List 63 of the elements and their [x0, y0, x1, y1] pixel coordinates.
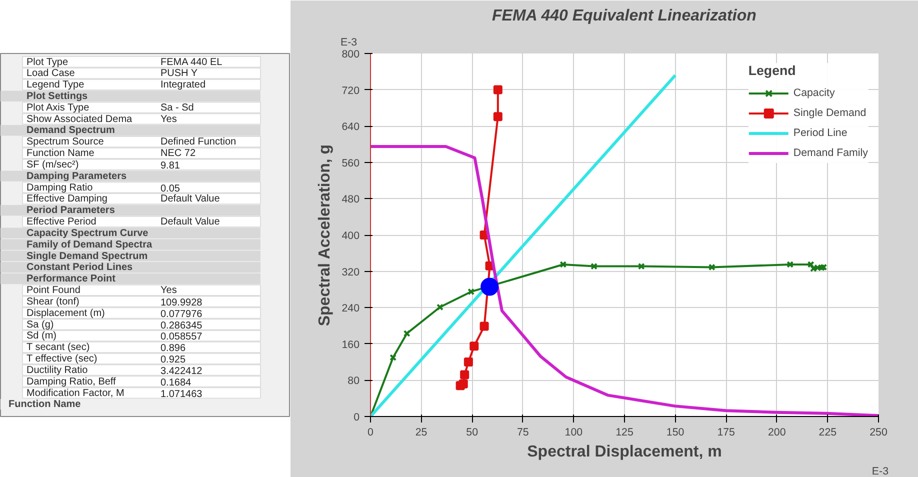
x-tick-label: 0 — [368, 426, 374, 438]
x-tick-label: 150 — [666, 426, 684, 438]
text: Period Parameters — [26, 205, 116, 216]
text: Point Found Yes — [26, 285, 177, 296]
text: Plot Type FEMA 440 EL — [26, 56, 222, 68]
text: Sd (m) 0.058557 — [26, 330, 202, 343]
legend-title: Legend — [748, 63, 797, 78]
y-tick-label: 160 — [342, 338, 360, 351]
text: Family of Demand Spectra — [26, 239, 153, 250]
text: Effective Period Default Value — [26, 216, 220, 228]
text: T secant (sec) 0.896 — [26, 342, 186, 354]
text: Damping Ratio 0.05 — [26, 182, 180, 194]
text: E-3 — [872, 466, 889, 477]
y-tick-label: 0 — [354, 412, 360, 424]
x-tick-label: 50 — [466, 426, 478, 438]
text: Plot Axis Type Sa - Sd — [26, 102, 194, 114]
y-tick-label: 240 — [342, 302, 360, 315]
text: Modification Factor, M 1.071463 — [26, 388, 202, 400]
x-tick-label: 175 — [717, 426, 736, 438]
y-tick-label: 800 — [342, 48, 360, 60]
y-tick-label: 480 — [342, 194, 360, 206]
y-axis-title: Spectral Acceleration, g — [316, 144, 334, 326]
text: Demand Spectrum — [26, 125, 115, 136]
legend-label: Demand Family — [793, 147, 868, 159]
legend-label: Period Line — [793, 127, 848, 139]
text: Sa (g) 0.286345 — [26, 319, 202, 332]
y-tick-label: 80 — [348, 375, 360, 388]
y-tick-label: 320 — [342, 266, 360, 278]
chart-title: FEMA 440 Equivalent Linearization — [492, 8, 757, 24]
x-tick-label: 125 — [616, 426, 634, 438]
text: Ductility Ratio 3.422412 — [26, 364, 202, 377]
text: SF (m/sec²) 9.81 — [26, 159, 180, 172]
text: Effective Damping Default Value — [26, 194, 220, 205]
y-tick-label: 720 — [342, 84, 360, 97]
legend-label: Capacity — [793, 87, 835, 99]
text: Shear (tonf) 109.9928 — [26, 296, 202, 308]
y-tick-label: 400 — [342, 230, 360, 242]
text: Performance Point — [26, 274, 116, 285]
text: Capacity Spectrum Curve — [26, 228, 149, 239]
legend-label: Single Demand — [793, 107, 866, 119]
text: Function Name NEC 72 — [26, 148, 196, 160]
y-tick-label: 560 — [342, 157, 360, 170]
x-tick-label: 100 — [564, 426, 583, 438]
x-tick-label: 75 — [516, 426, 529, 438]
text: Spectrum Source Defined Function — [26, 136, 236, 148]
x-tick-label: 225 — [818, 426, 837, 438]
x-tick-label: 25 — [415, 426, 428, 438]
text: Plot Settings — [26, 90, 88, 102]
text: Load Case PUSH Y — [26, 68, 198, 80]
x-axis-title: Spectral Displacement, m — [527, 444, 722, 460]
text: Function Name — [8, 399, 82, 410]
text: Displacement (m) 0.077976 — [26, 308, 202, 320]
text: Damping Parameters — [26, 170, 127, 182]
text: Damping Ratio, Beff 0.1684 — [26, 376, 192, 388]
text: T effective (sec) 0.925 — [26, 354, 186, 366]
x-tick-label: 250 — [870, 426, 888, 438]
text: Constant Period Lines — [26, 262, 134, 274]
text: Show Associated Dema Yes — [26, 114, 177, 125]
text: E-3 — [340, 36, 358, 48]
y-tick-label: 640 — [342, 121, 360, 134]
x-tick-label: 200 — [768, 426, 786, 438]
text: Legend Type Integrated — [26, 80, 206, 91]
text: Single Demand Spectrum — [26, 250, 148, 262]
